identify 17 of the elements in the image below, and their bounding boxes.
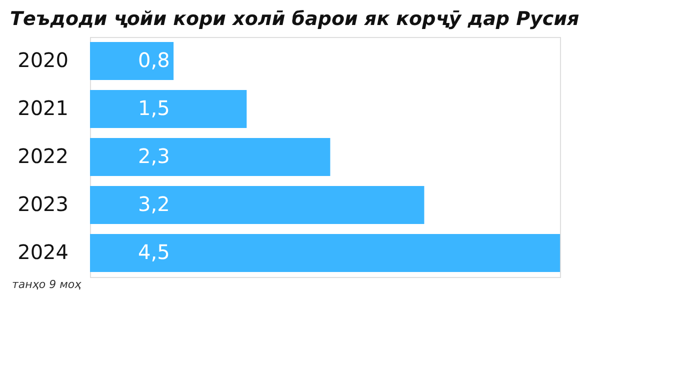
- data-label: 3,2: [138, 192, 170, 216]
- bar: [90, 90, 247, 128]
- y-tick-label: 2023: [18, 192, 68, 216]
- y-tick-label: 2021: [18, 96, 68, 120]
- data-label: 4,5: [138, 240, 170, 264]
- bar: [90, 234, 560, 272]
- data-label: 1,5: [138, 96, 170, 120]
- bar: [90, 186, 424, 224]
- y-tick-label: 2022: [18, 144, 68, 168]
- bar: [90, 138, 330, 176]
- y-tick-label: 2020: [18, 48, 68, 72]
- data-label: 2,3: [138, 144, 170, 168]
- y-tick-label: 2024: [18, 240, 68, 264]
- data-label: 0,8: [138, 48, 170, 72]
- text: танҳо 9 моҳ: [12, 278, 82, 291]
- bar: [90, 42, 174, 80]
- chart-title: Теъдоди ҷойи кори холӣ барои як корҷӯ дар Русия: [10, 8, 580, 30]
